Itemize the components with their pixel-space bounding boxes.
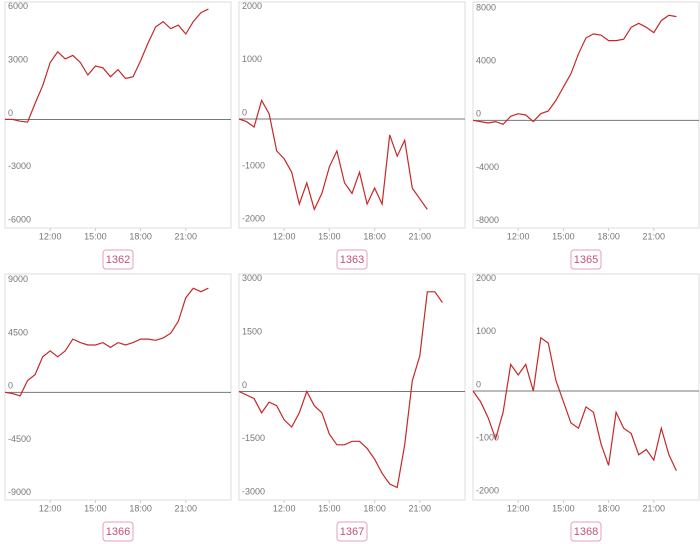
x-tick-label: 12:00 bbox=[273, 503, 296, 513]
data-line bbox=[4, 287, 209, 397]
y-tick-label: 1500 bbox=[242, 326, 262, 336]
y-tick-label: -9000 bbox=[8, 487, 31, 497]
y-tick-label: 0 bbox=[476, 109, 481, 119]
x-tick-label: 18:00 bbox=[597, 231, 620, 241]
data-line bbox=[472, 14, 677, 125]
x-tick-label: 18:00 bbox=[129, 503, 152, 513]
panel-label: 1366 bbox=[106, 526, 130, 538]
panel-label-box bbox=[336, 249, 368, 270]
y-tick-label: -1000 bbox=[476, 433, 499, 443]
x-tick-label: 21:00 bbox=[175, 503, 198, 513]
plot-frame bbox=[472, 1, 700, 229]
panel-label-box bbox=[570, 521, 602, 542]
data-line bbox=[238, 291, 443, 489]
y-tick-label: -2000 bbox=[476, 486, 499, 496]
y-tick-label: -1500 bbox=[242, 433, 265, 443]
y-tick-label: -3000 bbox=[242, 487, 265, 497]
y-tick-label: 1000 bbox=[476, 326, 496, 336]
y-tick-label: 6000 bbox=[8, 1, 28, 11]
y-tick-label: 4000 bbox=[476, 56, 496, 66]
y-tick-label: 0 bbox=[8, 108, 13, 118]
y-tick-label: 2000 bbox=[242, 1, 262, 11]
y-tick-label: 4500 bbox=[8, 327, 28, 337]
x-tick-label: 18:00 bbox=[597, 503, 620, 513]
y-tick-label: 3000 bbox=[8, 54, 28, 64]
panel-label-box bbox=[570, 249, 602, 270]
plot-frame bbox=[472, 273, 700, 501]
plot-frame bbox=[4, 1, 232, 229]
y-tick-label: -2000 bbox=[242, 214, 265, 224]
y-tick-label: 0 bbox=[242, 380, 247, 390]
x-tick-label: 12:00 bbox=[507, 231, 530, 241]
y-tick-label: 0 bbox=[8, 381, 13, 391]
x-tick-label: 21:00 bbox=[643, 231, 666, 241]
panel-label-box bbox=[336, 521, 368, 542]
panel-label-box bbox=[102, 249, 134, 270]
y-tick-label: 3000 bbox=[242, 273, 262, 283]
x-tick-label: 15:00 bbox=[552, 503, 575, 513]
x-tick-label: 12:00 bbox=[39, 503, 62, 513]
x-tick-label: 21:00 bbox=[409, 231, 432, 241]
panel-label-box bbox=[102, 521, 134, 542]
y-tick-label: 9000 bbox=[8, 274, 28, 284]
x-tick-label: 12:00 bbox=[273, 231, 296, 241]
x-tick-label: 12:00 bbox=[39, 231, 62, 241]
x-tick-label: 15:00 bbox=[84, 231, 107, 241]
y-tick-label: -4000 bbox=[476, 162, 499, 172]
data-line bbox=[5, 8, 209, 123]
panel-label: 1365 bbox=[574, 254, 598, 266]
x-tick-label: 15:00 bbox=[552, 231, 575, 241]
panel-label: 1367 bbox=[340, 526, 364, 538]
panel-label: 1368 bbox=[574, 526, 598, 538]
y-tick-label: -6000 bbox=[8, 215, 31, 225]
data-line bbox=[472, 336, 677, 472]
x-tick-label: 15:00 bbox=[318, 231, 341, 241]
y-tick-label: 2000 bbox=[476, 273, 496, 283]
x-tick-label: 21:00 bbox=[409, 503, 432, 513]
x-tick-label: 18:00 bbox=[363, 503, 386, 513]
x-tick-label: 21:00 bbox=[643, 503, 666, 513]
x-tick-label: 18:00 bbox=[363, 231, 386, 241]
y-tick-label: -4500 bbox=[8, 434, 31, 444]
x-tick-label: 15:00 bbox=[84, 503, 107, 513]
y-tick-label: 8000 bbox=[476, 2, 496, 12]
x-tick-label: 15:00 bbox=[318, 503, 341, 513]
plot-frame bbox=[238, 273, 466, 501]
y-tick-label: -1000 bbox=[242, 161, 265, 171]
data-line bbox=[238, 98, 428, 212]
plot-frame bbox=[4, 273, 232, 501]
y-tick-label: -3000 bbox=[8, 161, 31, 171]
panel-label: 1362 bbox=[106, 254, 130, 266]
x-tick-label: 21:00 bbox=[175, 231, 198, 241]
x-tick-label: 18:00 bbox=[129, 231, 152, 241]
x-tick-label: 12:00 bbox=[507, 503, 530, 513]
y-tick-label: 1000 bbox=[242, 54, 262, 64]
panel-label: 1363 bbox=[340, 254, 364, 266]
plot-frame bbox=[238, 1, 466, 229]
y-tick-label: -8000 bbox=[476, 215, 499, 225]
y-tick-label: 0 bbox=[242, 107, 247, 117]
y-tick-label: 0 bbox=[476, 379, 481, 389]
